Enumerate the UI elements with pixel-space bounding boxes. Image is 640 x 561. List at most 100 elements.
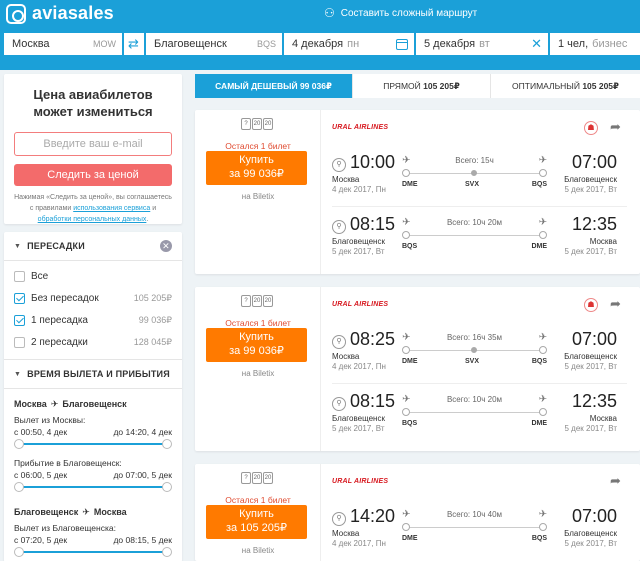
depart-date-field[interactable]: 4 декабря пн: [284, 33, 414, 55]
stops-option-label: Все: [31, 270, 49, 282]
share-icon[interactable]: ➦: [610, 296, 621, 311]
collapse-triangle-icon: ▼: [14, 242, 22, 250]
logo-text: aviasales: [32, 3, 114, 23]
takeoff-icon: ✈: [402, 155, 411, 166]
favorite-icon[interactable]: ☗: [584, 121, 598, 135]
calendar-icon[interactable]: [396, 38, 408, 50]
no-bag-icon: ?: [241, 295, 251, 307]
stops-option-one[interactable]: 1 пересадка 99 036₽: [14, 309, 172, 331]
route-dot-start: [402, 346, 410, 354]
logo[interactable]: aviasales: [6, 3, 114, 24]
tab-label: САМЫЙ ДЕШЕВЫЙ: [215, 81, 298, 91]
return-date-field[interactable]: 5 декабря вт ✕: [416, 33, 548, 55]
buy-label: Купить: [239, 154, 274, 166]
cabin-class: бизнес: [592, 38, 628, 50]
privacy-link[interactable]: обработки персональных данных: [37, 216, 147, 223]
flight-segment: ⚲ 14:20 Москва 4 дек 2017, Пн ✈ Всего: 1…: [332, 506, 637, 561]
buy-button[interactable]: Купить за 99 036₽: [206, 151, 307, 185]
departure-date: 5 дек 2017, Вт: [332, 424, 385, 433]
arrival-date: 5 дек 2017, Вт: [564, 424, 618, 433]
buy-label: Купить: [239, 508, 274, 520]
slider-handle-min[interactable]: [14, 482, 24, 492]
tab-price: 105 205₽: [582, 80, 619, 91]
time-filter-header[interactable]: ▼ ВРЕМЯ ВЫЛЕТА И ПРИБЫТИЯ: [14, 360, 172, 388]
swap-button[interactable]: ⇄: [124, 33, 144, 55]
slider-handle-min[interactable]: [14, 547, 24, 557]
arrival-city: Москва: [589, 414, 617, 423]
tab-cheapest[interactable]: САМЫЙ ДЕШЕВЫЙ 99 036₽: [195, 74, 353, 98]
route-line: ✈ Всего: 10ч 40м ✈ DME BQS: [402, 506, 547, 556]
checkbox[interactable]: [14, 336, 25, 348]
share-icon[interactable]: ➦: [610, 119, 621, 134]
destination-field[interactable]: Благовещенск BQS: [146, 33, 282, 55]
route-dot-end: [539, 346, 547, 354]
departure-time: 08:15: [350, 391, 396, 411]
range-to: до 07:00, 5 дек: [113, 470, 172, 480]
outbound-arrival-slider[interactable]: [14, 481, 172, 493]
flight-duration: Всего: 10ч 20м: [446, 395, 503, 404]
departure-date: 4 дек 2017, Пн: [332, 362, 386, 371]
follow-price-button[interactable]: Следить за ценой: [14, 164, 172, 186]
segment-divider: [332, 206, 627, 207]
stops-option-two[interactable]: 2 пересадки 128 045₽: [14, 331, 172, 353]
route-to: Москва: [93, 507, 127, 517]
complex-route-link[interactable]: ⚇ Составить сложный маршрут: [324, 6, 477, 20]
pin-icon[interactable]: ⚲: [332, 512, 346, 526]
slider-handle-max[interactable]: [162, 547, 172, 557]
baggage-info: ? 20 20: [241, 472, 274, 484]
return-route-title: Благовещенск ✈ Москва: [14, 505, 172, 519]
buy-button[interactable]: Купить за 99 036₽: [206, 328, 307, 362]
swap-icon: ⇄: [128, 36, 139, 51]
email-input[interactable]: Введите ваш e-mail: [14, 132, 172, 156]
pin-icon[interactable]: ⚲: [332, 335, 346, 349]
flight-info: URAL AIRLINES ➦ ⚲ 14:20 Москва 4 дек 201…: [322, 464, 640, 561]
pin-icon[interactable]: ⚲: [332, 397, 346, 411]
agency-label: на Biletix: [241, 546, 275, 555]
tab-optimal[interactable]: ОПТИМАЛЬНЫЙ 105 205₽: [491, 74, 640, 98]
pin-icon[interactable]: ⚲: [332, 158, 346, 172]
ticket-card: ? 20 20 Остался 1 билет Купить за 105 20…: [195, 464, 640, 561]
airport-from: BQS: [402, 243, 418, 250]
clear-filter-icon[interactable]: ✕: [160, 240, 172, 252]
checkbox-checked[interactable]: [14, 292, 25, 304]
passengers-field[interactable]: 1 чел, бизнес: [550, 33, 640, 55]
slider-handle-min[interactable]: [14, 439, 24, 449]
buy-price: за 99 036₽: [229, 345, 284, 357]
landing-icon: ✈: [538, 394, 547, 405]
terms-link[interactable]: использования сервиса: [73, 205, 151, 212]
buy-label: Купить: [239, 331, 274, 343]
favorite-icon[interactable]: ☗: [584, 298, 598, 312]
slider-track: [18, 443, 168, 445]
route-dot-end: [539, 231, 547, 239]
stops-filter-header[interactable]: ▼ ПЕРЕСАДКИ ✕: [14, 232, 172, 260]
destination-code: BQS: [256, 39, 276, 49]
buy-button[interactable]: Купить за 105 205₽: [206, 505, 307, 539]
ticket-card: ? 20 20 Остался 1 билет Купить за 99 036…: [195, 287, 640, 451]
share-icon[interactable]: ➦: [610, 473, 621, 488]
clear-return-icon[interactable]: ✕: [531, 36, 542, 51]
slider-track: [18, 486, 168, 488]
airport-to: BQS: [531, 181, 547, 188]
checkbox[interactable]: [14, 270, 25, 282]
stops-option-all[interactable]: Все: [14, 265, 172, 287]
origin-field[interactable]: Москва MOW: [4, 33, 122, 55]
time-filter-title: ВРЕМЯ ВЫЛЕТА И ПРИБЫТИЯ: [27, 369, 170, 379]
stops-option-nonstop[interactable]: Без пересадок 105 205₽: [14, 287, 172, 309]
buy-price: за 99 036₽: [229, 168, 284, 180]
tab-direct[interactable]: ПРЯМОЙ 105 205₽: [353, 74, 491, 98]
return-departure-slider[interactable]: [14, 546, 172, 558]
slider-handle-max[interactable]: [162, 482, 172, 492]
checkbox-checked[interactable]: [14, 314, 25, 326]
pin-icon[interactable]: ⚲: [332, 220, 346, 234]
takeoff-icon: ✈: [402, 332, 411, 343]
flight-segment: ⚲ 08:25 Москва 4 дек 2017, Пн ✈ Всего: 1…: [332, 329, 637, 389]
outbound-departure-slider[interactable]: [14, 438, 172, 450]
takeoff-icon: ✈: [402, 509, 411, 520]
disclaimer-text: Нажимая «Следить за ценой», вы соглашает…: [14, 194, 172, 212]
route-dot-start: [402, 408, 410, 416]
slider-handle-max[interactable]: [162, 439, 172, 449]
departure-city: Благовещенск: [332, 414, 385, 423]
landing-icon: ✈: [538, 332, 547, 343]
arrival-city: Москва: [589, 237, 617, 246]
outbound-arrival-range: с 06:00, 5 дек до 07:00, 5 дек: [14, 470, 172, 480]
